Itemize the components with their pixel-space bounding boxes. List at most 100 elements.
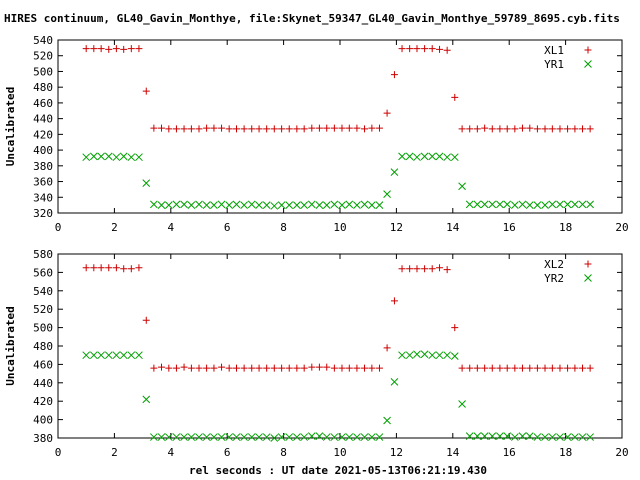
data-point-xl2: [180, 363, 188, 371]
data-point-xl1: [90, 45, 98, 53]
data-point-xl1: [518, 124, 526, 132]
data-point-yr2: [443, 351, 452, 360]
data-point-xl2: [451, 324, 459, 332]
data-point-xl1: [240, 125, 248, 133]
data-point-xl1: [218, 124, 226, 132]
y-axis-label: Uncalibrated: [4, 87, 17, 166]
data-point-xl1: [127, 45, 135, 53]
data-point-yr1: [164, 201, 173, 209]
y-tick-label: 560: [33, 266, 53, 279]
data-point-yr2: [307, 432, 316, 441]
data-point-yr2: [195, 433, 203, 441]
data-point-yr2: [345, 433, 354, 441]
data-point-yr2: [405, 351, 414, 360]
data-point-yr1: [119, 152, 128, 161]
data-point-xl2: [82, 264, 90, 272]
data-point-yr2: [240, 433, 248, 441]
data-point-yr1: [255, 201, 263, 209]
data-point-xl2: [97, 264, 105, 272]
data-point-xl1: [466, 125, 474, 133]
data-point-yr2: [330, 433, 339, 441]
x-tick-label: 8: [280, 221, 287, 234]
data-point-yr1: [345, 200, 354, 209]
data-point-yr1: [496, 200, 504, 209]
data-point-yr1: [473, 200, 482, 209]
data-point-xl1: [436, 45, 444, 53]
data-point-yr2: [473, 432, 482, 441]
data-point-xl2: [556, 364, 564, 372]
data-point-xl2: [150, 364, 158, 372]
data-point-yr1: [97, 152, 105, 161]
data-point-yr1: [480, 200, 489, 209]
data-point-xl2: [330, 364, 338, 372]
data-point-xl1: [548, 125, 556, 133]
data-point-yr1: [368, 201, 376, 209]
y-tick-label: 440: [33, 377, 53, 390]
data-point-yr1: [277, 201, 286, 209]
data-point-yr1: [142, 179, 151, 187]
data-point-yr1: [262, 201, 271, 209]
data-point-xl2: [466, 364, 474, 372]
data-point-yr1: [104, 152, 113, 161]
data-point-yr2: [210, 433, 218, 441]
data-point-yr1: [428, 152, 437, 161]
data-point-xl1: [398, 45, 406, 53]
data-point-xl1: [105, 45, 113, 53]
data-point-yr2: [578, 433, 587, 441]
data-point-yr2: [480, 432, 489, 441]
data-point-yr2: [488, 432, 497, 441]
data-point-yr2: [353, 433, 361, 441]
data-point-yr2: [503, 432, 512, 441]
data-point-yr1: [307, 200, 316, 209]
data-point-yr1: [413, 153, 421, 162]
data-point-yr1: [541, 201, 549, 209]
data-point-yr1: [225, 201, 234, 209]
data-point-xl1: [210, 124, 218, 132]
data-point-xl2: [270, 364, 278, 372]
data-point-yr2: [548, 433, 557, 441]
data-point-yr2: [413, 350, 421, 359]
data-point-xl2: [278, 364, 286, 372]
data-point-xl1: [458, 125, 466, 133]
data-point-yr2: [375, 433, 384, 441]
data-point-xl2: [135, 264, 143, 272]
data-point-yr1: [210, 201, 218, 209]
data-point-xl1: [413, 45, 421, 53]
data-point-yr1: [488, 200, 497, 209]
y-tick-label: 520: [33, 303, 53, 316]
x-tick-label: 20: [615, 446, 628, 459]
data-point-xl1: [203, 124, 211, 132]
top-panel: 320 340 360 380 400 420 440 460 480 500 520 540 0 2 4 6…: [4, 34, 629, 234]
data-point-xl2: [443, 266, 451, 274]
data-point-yr2: [450, 352, 459, 360]
data-point-yr1: [270, 202, 279, 210]
data-point-xl2: [428, 265, 436, 273]
data-point-xl1: [533, 125, 541, 133]
legend-marker: [584, 274, 592, 282]
data-point-yr2: [104, 351, 113, 360]
data-point-xl1: [503, 125, 511, 133]
data-point-xl2: [300, 364, 308, 372]
data-point-xl1: [248, 125, 256, 133]
data-point-xl2: [398, 265, 406, 273]
data-point-yr2: [157, 433, 166, 441]
data-point-xl1: [112, 45, 120, 53]
data-point-yr2: [556, 433, 564, 441]
data-point-xl2: [240, 364, 248, 372]
data-point-xl1: [82, 45, 90, 53]
y-tick-label: 380: [33, 160, 53, 173]
data-point-xl1: [120, 45, 128, 53]
data-point-xl1: [263, 125, 271, 133]
data-point-xl1: [180, 125, 188, 133]
data-point-xl2: [503, 364, 511, 372]
data-point-yr1: [285, 201, 294, 209]
data-point-yr2: [119, 351, 128, 360]
data-point-yr1: [586, 200, 594, 209]
x-tick-label: 20: [615, 221, 628, 234]
x-tick-label: 8: [280, 446, 287, 459]
series-yr2: [82, 350, 594, 442]
data-point-yr1: [112, 153, 121, 162]
data-point-xl1: [172, 125, 180, 133]
data-point-xl1: [406, 45, 414, 53]
data-point-yr1: [548, 200, 557, 209]
